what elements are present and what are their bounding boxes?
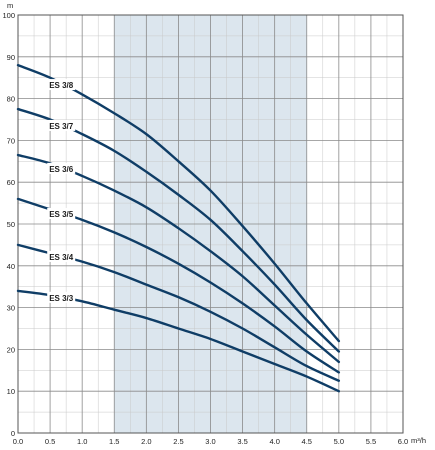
curve-label-background	[47, 162, 76, 174]
x-tick-label: 4.0	[269, 437, 279, 446]
y-tick-label: 90	[7, 53, 15, 62]
curve-label: ES 3/5	[49, 210, 74, 219]
x-tick-label: 3.5	[237, 437, 247, 446]
x-tick-label: 0.5	[45, 437, 55, 446]
plot-frame	[17, 14, 404, 434]
y-tick-label: 100	[2, 11, 15, 20]
curve-label: ES 3/7	[49, 122, 74, 131]
x-tick-label: 5.5	[366, 437, 376, 446]
curve-label-background	[47, 250, 76, 262]
curve-label: ES 3/8	[49, 81, 74, 90]
y-tick-label: 20	[7, 345, 15, 354]
y-tick-label: 40	[7, 262, 15, 271]
x-tick-label: 5.0	[334, 437, 344, 446]
curve-label-layer: ES 3/8 ES 3/7 ES 3/6 ES 3/5 ES 3/4 ES 3/3	[47, 79, 76, 303]
x-tick-label: 3.0	[205, 437, 215, 446]
x-tick-label: 0.0	[13, 437, 23, 446]
x-tick-label: 2.0	[141, 437, 151, 446]
x-tick-label: 1.0	[77, 437, 87, 446]
curve-label-background	[47, 79, 76, 91]
y-axis-unit: m	[7, 1, 13, 10]
x-tick-label: 6.0	[398, 437, 408, 446]
y-tick-label: 60	[7, 178, 15, 187]
curve-label-background	[47, 119, 76, 131]
y-tick-label: 50	[7, 220, 15, 229]
x-tick-label: 2.5	[173, 437, 183, 446]
tick-label-layer: 0.0 0.5 1.0 1.5 2.0 2.5 3.0 3.5 4.0 4.5 5.0 5.5 6.0 0…	[2, 11, 408, 446]
curve-label-background	[47, 291, 76, 303]
y-tick-label: 0	[11, 429, 15, 438]
y-tick-label: 30	[7, 304, 15, 313]
x-axis-unit: m³/h	[411, 436, 426, 445]
y-tick-label: 80	[7, 95, 15, 104]
x-tick-label: 4.5	[302, 437, 312, 446]
grid-layer	[17, 14, 404, 434]
curve-label: ES 3/3	[49, 294, 74, 303]
y-tick-label: 70	[7, 136, 15, 145]
curve-label: ES 3/6	[49, 165, 74, 174]
curve-label-background	[47, 207, 76, 219]
x-tick-label: 1.5	[109, 437, 119, 446]
curve-label: ES 3/4	[49, 253, 74, 262]
y-tick-label: 10	[7, 387, 15, 396]
